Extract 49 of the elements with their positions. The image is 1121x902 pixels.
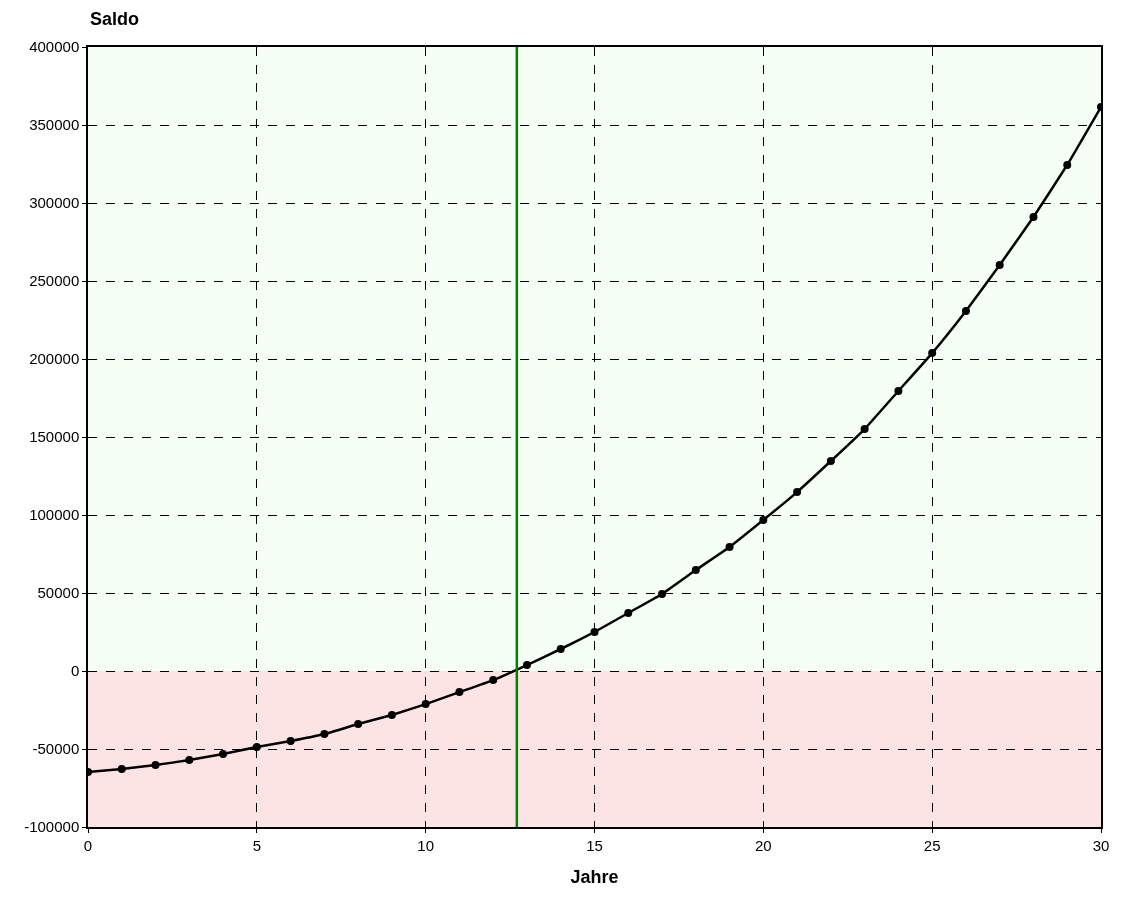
y-axis-title: Saldo bbox=[90, 9, 140, 29]
x-tick-label: 10 bbox=[417, 836, 435, 854]
y-tick-label: 400000 bbox=[29, 38, 80, 56]
point bbox=[320, 730, 329, 739]
point bbox=[860, 425, 869, 434]
y-tick-label: 200000 bbox=[29, 350, 80, 368]
x-tick-label: 20 bbox=[754, 836, 772, 854]
x-axis-title: Jahre bbox=[570, 867, 619, 888]
x-tick-label: 30 bbox=[1092, 836, 1110, 854]
y-tick-label: 0 bbox=[70, 662, 80, 680]
point bbox=[793, 488, 802, 497]
y-tick-label: 100000 bbox=[29, 506, 80, 524]
y-tick-label: 250000 bbox=[29, 272, 80, 290]
y-tick-label: 350000 bbox=[29, 116, 80, 134]
point bbox=[691, 566, 700, 575]
x-tick-label: 5 bbox=[252, 836, 261, 854]
point bbox=[995, 260, 1004, 269]
point bbox=[151, 761, 160, 770]
point bbox=[286, 737, 295, 746]
y-tick-label: -100000 bbox=[24, 818, 80, 836]
point bbox=[185, 756, 194, 765]
point bbox=[489, 676, 498, 685]
point bbox=[556, 645, 565, 653]
point bbox=[759, 515, 768, 524]
point bbox=[522, 661, 531, 670]
point bbox=[961, 306, 970, 315]
y-tick-label: 300000 bbox=[29, 194, 80, 212]
point bbox=[117, 764, 126, 773]
point bbox=[455, 688, 464, 697]
y-tick-label: -50000 bbox=[32, 740, 80, 758]
y-tick-label: 150000 bbox=[29, 428, 80, 446]
point bbox=[928, 349, 937, 358]
point bbox=[219, 749, 228, 758]
point bbox=[1029, 213, 1038, 222]
point bbox=[354, 720, 363, 729]
point bbox=[894, 386, 903, 395]
point bbox=[421, 700, 430, 709]
point bbox=[590, 628, 599, 636]
point bbox=[826, 457, 835, 466]
point bbox=[252, 742, 261, 751]
x-tick-label: 15 bbox=[586, 836, 603, 854]
point bbox=[624, 608, 633, 617]
point bbox=[387, 710, 396, 719]
x-tick-label: 25 bbox=[923, 836, 941, 854]
point bbox=[658, 589, 667, 598]
y-tick-label: 50000 bbox=[37, 584, 80, 602]
x-tick-label: 0 bbox=[83, 836, 93, 854]
point bbox=[1063, 160, 1072, 169]
point bbox=[725, 542, 734, 551]
